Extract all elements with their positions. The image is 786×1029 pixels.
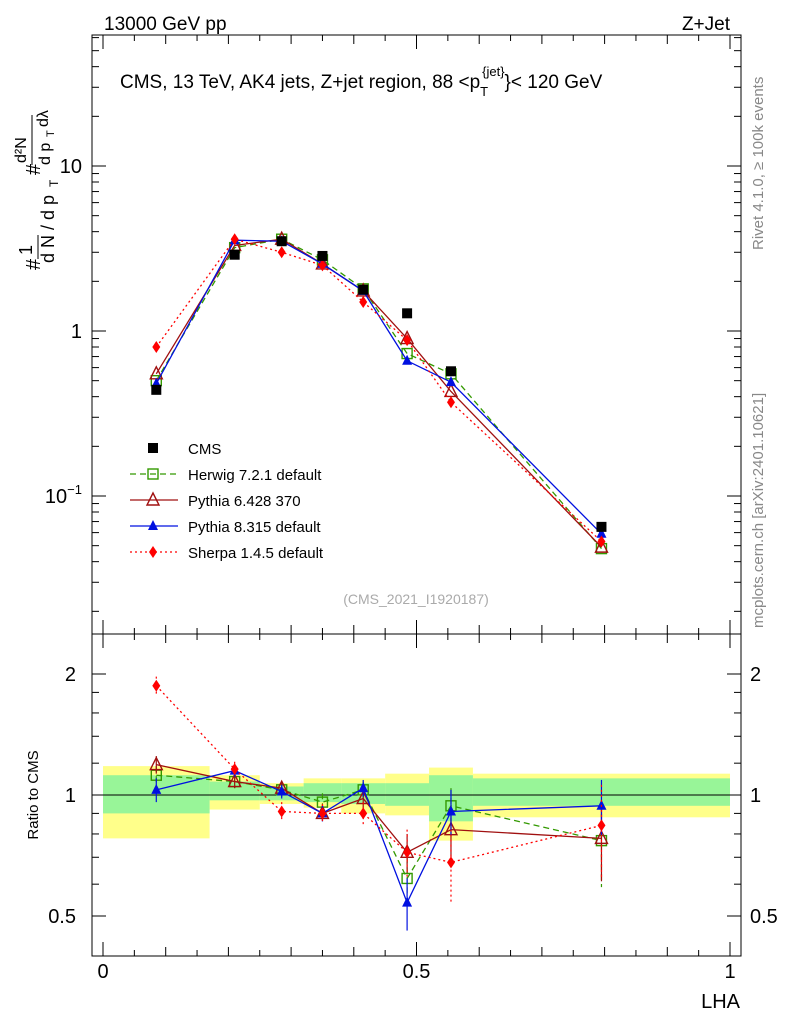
svg-text:d N / d p: d N / d p	[38, 195, 58, 263]
series-3	[152, 233, 606, 903]
main-y-tick-label: 10−1	[45, 482, 82, 508]
series-cms-data	[151, 236, 607, 532]
ratio-y-tick-label: 0.5	[48, 906, 76, 928]
main-y-tick-label: 1	[71, 321, 82, 343]
cms-data-point	[317, 250, 328, 261]
series-point-main	[359, 295, 368, 308]
series-line-main	[155, 239, 602, 535]
series-group	[149, 230, 609, 931]
series-point-main	[277, 246, 286, 259]
series-point-main	[445, 376, 456, 387]
ratio-uncertainty-bands	[103, 766, 730, 841]
series-point-ratio	[358, 782, 369, 793]
series-point-ratio	[359, 807, 368, 820]
series-line-ratio	[155, 685, 602, 863]
legend-marker	[149, 546, 157, 558]
series-point-main	[594, 538, 609, 553]
series-point-ratio	[446, 856, 455, 869]
series-point-ratio	[318, 807, 327, 820]
ratio-band-green	[385, 783, 430, 806]
series-point-ratio	[151, 783, 162, 794]
rivet-version-label: Rivet 4.1.0, ≥ 100k events	[750, 77, 767, 250]
cms-data-point	[596, 521, 607, 532]
series-point-main	[152, 340, 161, 353]
svg-text:dλ: dλ	[35, 110, 52, 127]
header-energy-label: 13000 GeV pp	[104, 14, 227, 35]
svg-text:d p: d p	[37, 143, 54, 165]
series-point-main	[403, 334, 412, 347]
svg-text:#: #	[23, 163, 45, 175]
series-line-main	[155, 238, 602, 550]
svg-text:1: 1	[16, 245, 36, 255]
series-point-ratio	[152, 679, 161, 692]
ratio-y-tick-label-right: 2	[750, 664, 761, 686]
chart-title: CMS, 13 TeV, AK4 jets, Z+jet region, 88 …	[120, 64, 603, 99]
ratio-y-tick-label: 2	[65, 664, 76, 686]
series-point-ratio	[277, 805, 286, 818]
series-point-main	[318, 259, 327, 272]
x-tick-label: 0.5	[403, 961, 431, 983]
series-point-ratio	[445, 805, 456, 816]
legend-label: Sherpa 1.4.5 default	[188, 545, 324, 562]
main-y-axis-label: # 1 d N / d p T # d²N d p T dλ	[13, 110, 61, 270]
series-line-main	[155, 238, 602, 542]
ratio-band-green	[209, 781, 260, 801]
legend-cms-label: CMS	[188, 441, 221, 458]
x-axis-label: LHA	[701, 991, 741, 1013]
series-point-ratio	[227, 772, 242, 788]
svg-text:T: T	[47, 179, 61, 187]
cms-data-point	[276, 236, 287, 247]
svg-text:T: T	[45, 130, 57, 137]
series-point-main	[446, 396, 455, 409]
legend-marker	[145, 491, 161, 506]
series-point-ratio	[402, 896, 413, 907]
axis-ticks: 10 1 10−1 2 2 1 1 0.5 0.5 0 0.5 1	[45, 35, 778, 983]
cms-data-point	[229, 249, 240, 260]
ratio-y-axis-label: Ratio to CMS	[25, 750, 42, 839]
series-line-ratio	[156, 769, 602, 905]
cms-data-point	[151, 384, 162, 395]
legend-cms-marker	[148, 443, 158, 453]
series-point-ratio	[276, 785, 287, 796]
series-point-ratio	[594, 829, 609, 845]
ratio-y-tick-label-right: 0.5	[750, 906, 778, 928]
series-point-ratio	[597, 819, 606, 832]
series-point-main	[402, 354, 413, 365]
ratio-y-tick-label: 1	[65, 785, 76, 807]
ratio-y-tick-label-right: 1	[750, 785, 761, 807]
series-point-ratio	[230, 763, 239, 776]
cms-data-point	[358, 284, 369, 295]
main-y-tick-label: 10	[60, 156, 82, 178]
ratio-band-green	[303, 783, 342, 803]
legend-label: Herwig 7.2.1 default	[188, 467, 322, 484]
cms-data-point	[402, 308, 413, 319]
svg-text:#: #	[23, 258, 45, 270]
series-line-ratio	[156, 774, 602, 880]
series-point-main	[596, 527, 607, 538]
series-point-ratio	[596, 799, 607, 810]
mcplots-reference-label: mcplots.cern.ch [arXiv:2401.10621]	[750, 393, 767, 628]
x-tick-label: 0	[97, 961, 108, 983]
analysis-id-label: (CMS_2021_I1920187)	[343, 591, 489, 607]
legend: CMS Herwig 7.2.1 default Pythia 6.428 370 P…	[130, 441, 324, 562]
legend-label: Pythia 8.315 default	[188, 519, 321, 536]
svg-text:d²N: d²N	[13, 137, 30, 163]
legend-label: Pythia 6.428 370	[188, 493, 301, 510]
series-point-ratio	[149, 756, 164, 771]
legend-marker	[147, 468, 159, 480]
series-point-main	[230, 233, 239, 246]
series-line-ratio	[156, 763, 602, 854]
cms-data-point	[445, 366, 456, 377]
series-point-main	[597, 535, 606, 548]
x-tick-label: 1	[724, 961, 735, 983]
series-point-ratio	[403, 846, 412, 859]
legend-marker	[148, 520, 158, 530]
header-process-label: Z+Jet	[682, 14, 731, 35]
